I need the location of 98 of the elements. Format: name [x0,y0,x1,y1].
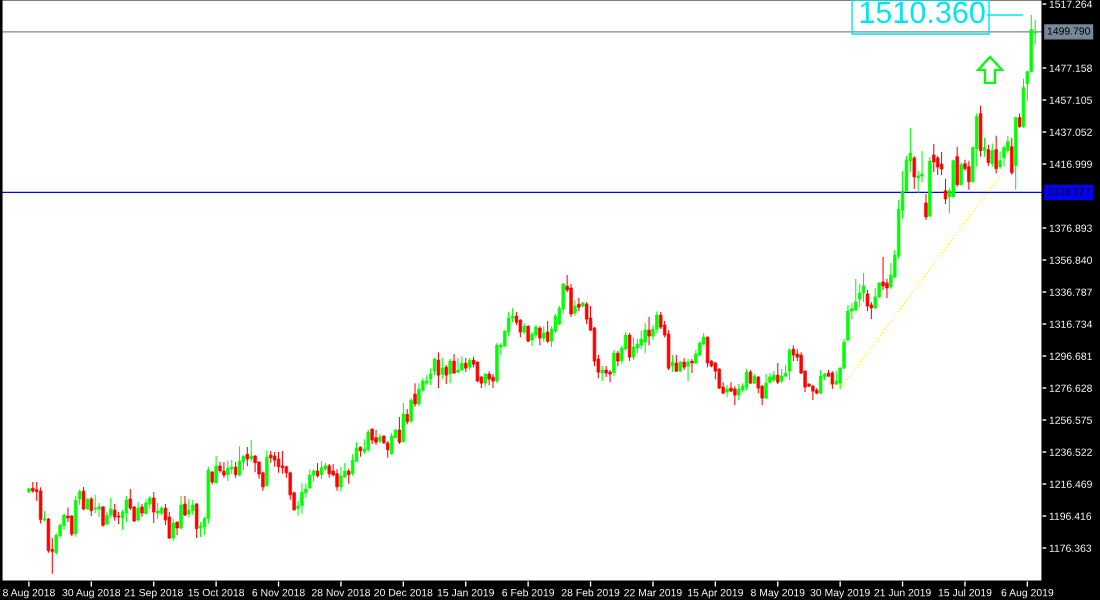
candlestick [959,162,963,187]
candlestick [444,364,448,385]
candlestick [214,455,218,484]
candlestick [179,495,183,530]
y-tick-label: 1216.469 [1049,480,1092,488]
x-tick-label: 28 Feb 2019 [561,588,620,597]
candlestick [280,450,285,475]
candlestick [639,330,643,350]
x-tick-label: 6 Nov 2018 [252,588,305,597]
y-tick-label: 1336.787 [1049,288,1092,296]
candlestick [226,460,230,482]
candlestick [253,454,257,473]
candlestick [604,365,608,378]
y-tick-label: 1376.893 [1049,224,1092,232]
candlestick [136,501,140,523]
y-tick-label: 1176.363 [1049,544,1092,552]
candlestick [374,429,378,446]
x-tick-label: 8 May 2019 [751,588,805,599]
candlestick [935,155,940,176]
y-tick-label: 1457.105 [1049,96,1092,104]
candlestick [994,135,998,175]
candlestick [222,461,226,479]
y-tick-label: 1517.264 [1049,0,1093,8]
candlestick [776,362,780,385]
candlestick [627,332,632,362]
candlestick [912,155,916,190]
candlestick [389,432,394,456]
candlestick [967,160,971,191]
candlestick [300,482,304,515]
candlestick [608,369,612,383]
candlestick [171,518,175,542]
candlestick [690,358,694,374]
y-tick-label: 1416.999 [1049,160,1092,168]
x-tick-label: 15 Jul 2019 [938,588,992,597]
candlestick [990,143,994,168]
x-tick-label: 28 Nov 2018 [311,588,371,597]
candlestick [932,143,936,173]
y-tick-label: 1256.575 [1049,416,1092,424]
x-tick-label: 8 Aug 2018 [3,588,55,599]
y-tick-label: 1356.840 [1049,256,1092,264]
ref-line-label: 1499.790 [1047,27,1091,35]
candlestick [187,498,191,518]
y-tick-label: 1477.158 [1049,64,1092,72]
x-tick-label: 21 Sep 2018 [124,588,183,599]
candlestick [413,382,417,408]
candlestick [440,357,445,380]
candlestick [448,358,452,384]
candlestick [939,151,944,176]
candlestick [982,137,987,158]
candlestick [456,357,460,374]
candlestick [335,468,339,492]
candlestick [772,370,776,383]
candlestick [366,429,370,453]
candlestick [811,384,815,401]
candlestick [725,384,729,398]
candlestick [865,289,870,312]
x-tick-label: 30 May 2019 [810,588,870,599]
y-tick-label: 1196.416 [1049,512,1092,520]
y-tick-label: 1296.681 [1049,352,1092,360]
candlestick [101,505,105,528]
x-tick-label: 21 Jun 2019 [874,588,931,597]
candlestick [764,373,768,400]
x-tick-label: 6 Aug 2019 [1001,588,1054,599]
candlestick [452,353,456,375]
candlestick [924,193,928,221]
candlestick [409,397,413,424]
candlestick [93,494,97,514]
candlestick [487,370,491,386]
candlestick [218,461,222,474]
candlestick [643,322,647,354]
x-tick-label: 6 Feb 2019 [502,588,554,597]
candlestick [152,491,156,524]
y-tick-label: 1316.734 [1049,320,1093,328]
x-tick-label: 15 Apr 2019 [688,588,743,599]
candlestick [733,385,737,406]
x-tick-label: 15 Oct 2018 [188,588,245,597]
candlestick [245,446,250,467]
y-tick-label: 1437.052 [1049,128,1092,136]
y-tick-label: 1236.522 [1049,448,1092,456]
annotation: 1510.360 [860,1,985,24]
candlestick [686,358,690,382]
ref-line-label: 1399.227 [1047,187,1090,196]
candlestick [943,178,948,205]
candlestick [89,496,94,517]
candlestick [647,316,651,346]
candlestick [308,468,312,490]
x-tick-label: 30 Aug 2018 [62,588,121,599]
x-tick-label: 20 Dec 2018 [374,588,433,597]
candlestick [249,439,253,463]
x-tick-label: 15 Jan 2019 [437,588,494,597]
y-tick-label: 1276.628 [1049,384,1092,392]
candlestick [538,325,542,346]
candlestick [417,382,421,407]
candlestick [861,272,866,303]
candlestick [612,349,616,377]
x-tick-label: 22 Mar 2019 [624,588,682,597]
candlestick [491,373,495,389]
candlestick [339,466,343,493]
